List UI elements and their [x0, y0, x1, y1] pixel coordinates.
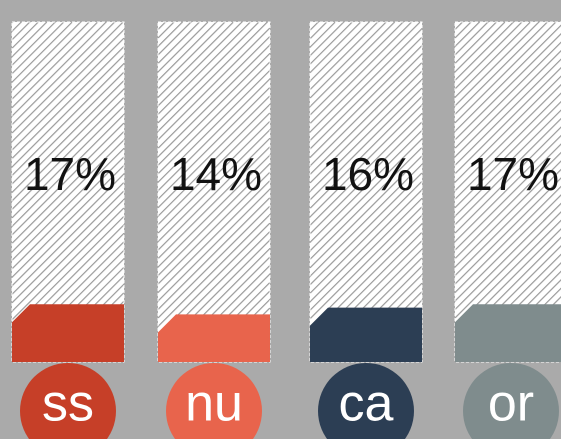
- value-label: 14%: [170, 148, 262, 200]
- category-label: or: [488, 375, 534, 433]
- bar: [158, 314, 270, 362]
- category-label: nu: [185, 375, 243, 433]
- value-label: 17%: [467, 148, 559, 200]
- category-badge: [20, 363, 116, 439]
- category-badge: [463, 363, 559, 439]
- category-badge: [166, 363, 262, 439]
- bar: [455, 304, 561, 362]
- category-label: ss: [42, 375, 94, 433]
- bar: [310, 307, 422, 362]
- bar: [12, 304, 124, 362]
- value-label: 17%: [24, 148, 116, 200]
- bar-track: [309, 21, 423, 363]
- category-badge: [318, 363, 414, 439]
- category-label: ca: [339, 375, 394, 433]
- value-label: 16%: [322, 148, 414, 200]
